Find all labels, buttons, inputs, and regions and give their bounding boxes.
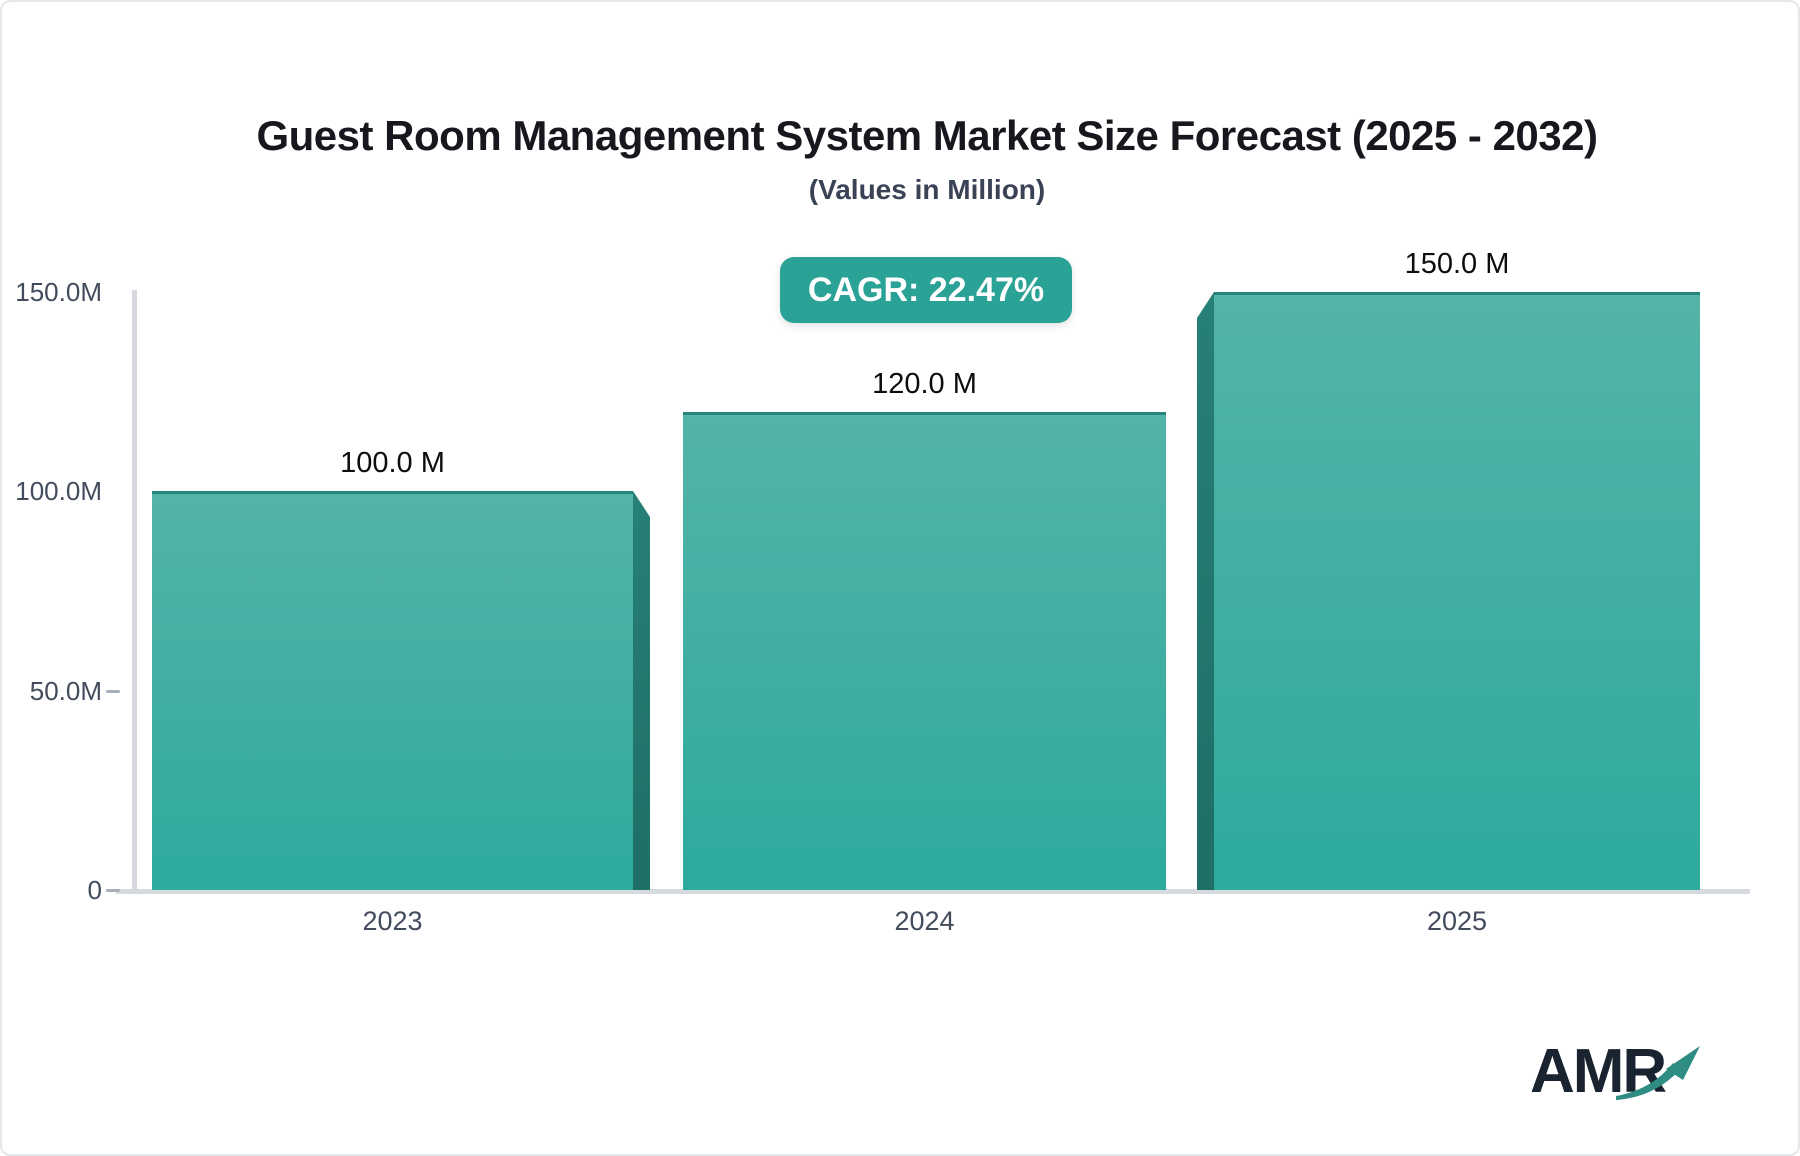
- cagr-badge: CAGR: 22.47%: [780, 257, 1072, 323]
- trend-up-arrow-icon: [1616, 1046, 1700, 1100]
- bar-side-shadow-2023: [633, 491, 650, 890]
- y-axis-tick-50m: 50.0M: [29, 675, 102, 706]
- bar-value-label-2025: 150.0 M: [1404, 248, 1510, 280]
- bar-face-2024: [683, 412, 1166, 890]
- bar-value-label-2023: 100.0 M: [340, 447, 445, 479]
- bar-face-2025: [1214, 292, 1700, 890]
- x-axis-label-2025: 2025: [1426, 906, 1488, 936]
- x-axis-label-2023: 2023: [362, 906, 423, 936]
- y-axis-tick-150m: 150.0M: [15, 277, 102, 307]
- y-tick-mark: [106, 889, 120, 892]
- bar-side-shadow-2025: [1197, 292, 1214, 890]
- y-axis-tick-100m: 100.0M: [15, 476, 102, 507]
- y-tick-mark: [106, 689, 120, 693]
- amr-logo-text: AMR: [1530, 1037, 1667, 1106]
- y-axis-tick-0: 0: [87, 875, 102, 905]
- chart-title: Guest Room Management System Market Size…: [256, 112, 1598, 159]
- bar-value-label-2024: 120.0 M: [872, 368, 977, 400]
- bar-face-2023: [152, 491, 633, 890]
- chart-subtitle: (Values in Million): [808, 174, 1046, 205]
- y-axis-line: [132, 290, 137, 893]
- amr-logo: AMR: [1530, 1036, 1730, 1126]
- x-axis-label-2024: 2024: [894, 906, 955, 936]
- cagr-badge-label: CAGR: 22.47%: [807, 270, 1045, 309]
- x-axis-line: [116, 889, 1750, 894]
